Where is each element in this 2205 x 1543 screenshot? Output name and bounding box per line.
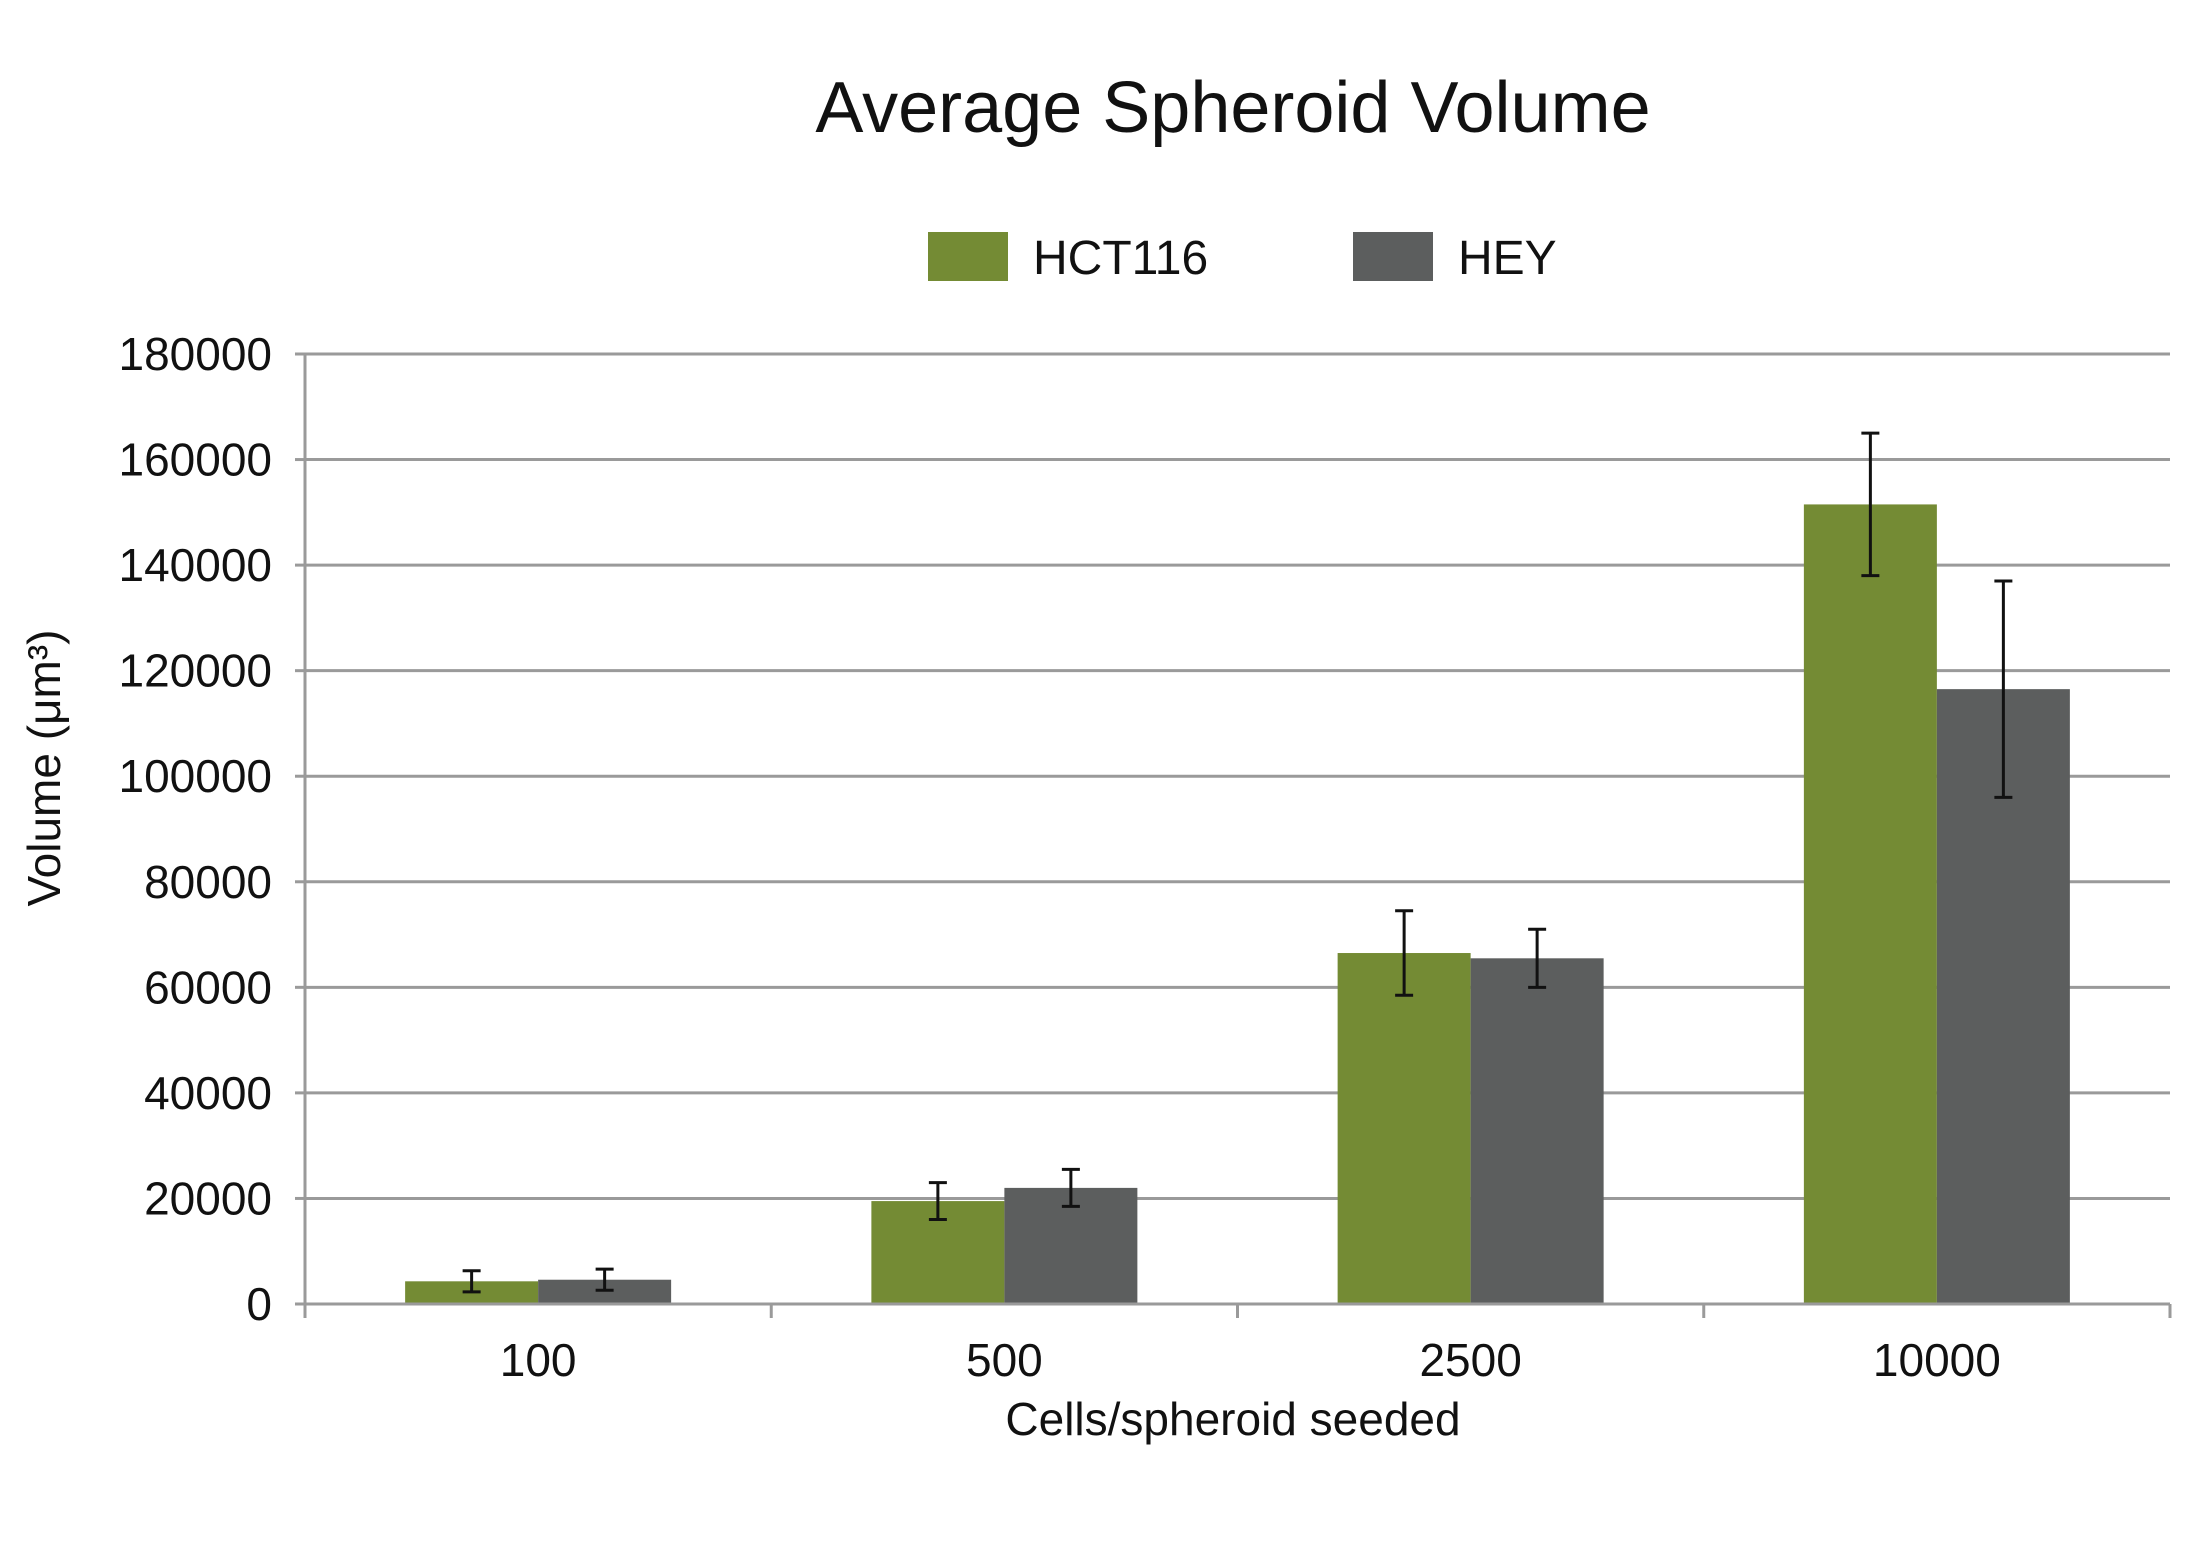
legend-label-hct116: HCT116 <box>1033 232 1208 285</box>
x-tick-label: 2500 <box>1419 1334 1521 1386</box>
y-tick-label: 140000 <box>119 539 273 591</box>
bar-hct116-2500 <box>1337 953 1471 1304</box>
y-tick-label: 180000 <box>119 328 273 380</box>
error-bar <box>928 1181 947 1222</box>
legend: HCT116 HEY <box>928 232 1557 285</box>
y-tick-label: 20000 <box>144 1172 272 1224</box>
y-tick-label: 40000 <box>144 1067 272 1119</box>
x-axis-label: Cells/spheroid seeded <box>1005 1393 1460 1445</box>
bars <box>405 504 2070 1305</box>
error-bar <box>1994 579 2013 799</box>
error-bars <box>462 431 2013 1294</box>
y-axis-label: Volume (μm³) <box>18 630 70 907</box>
chart-title: Average Spheroid Volume <box>815 68 1650 148</box>
legend-swatch-hey <box>1353 232 1433 281</box>
x-tick-label: 10000 <box>1873 1334 2001 1386</box>
error-bar <box>595 1267 614 1292</box>
x-axis <box>303 354 2172 1318</box>
x-axis-ticks: 100 500 2500 10000 <box>500 1334 2001 1386</box>
legend-swatch-hct116 <box>928 232 1008 281</box>
x-tick-label: 500 <box>966 1334 1043 1386</box>
legend-label-hey: HEY <box>1458 232 1557 285</box>
bar-hey-2500 <box>1470 958 1604 1304</box>
error-bar <box>1528 927 1547 989</box>
error-bar <box>1861 431 1880 578</box>
y-tick-label: 100000 <box>119 750 273 802</box>
x-tick-label: 100 <box>500 1334 577 1386</box>
y-tick-label: 80000 <box>144 856 272 908</box>
error-bar <box>1061 1167 1080 1208</box>
y-tick-label: 160000 <box>119 434 273 486</box>
y-axis-ticks: 0 20000 40000 60000 80000 100000 120000 140000 1… <box>119 328 273 1330</box>
y-tick-label: 0 <box>246 1278 272 1330</box>
bar-hct116-10000 <box>1803 504 1937 1305</box>
error-bar <box>462 1269 481 1294</box>
y-tick-label: 60000 <box>144 961 272 1013</box>
y-tick-label: 120000 <box>119 645 273 697</box>
error-bar <box>1395 909 1414 997</box>
